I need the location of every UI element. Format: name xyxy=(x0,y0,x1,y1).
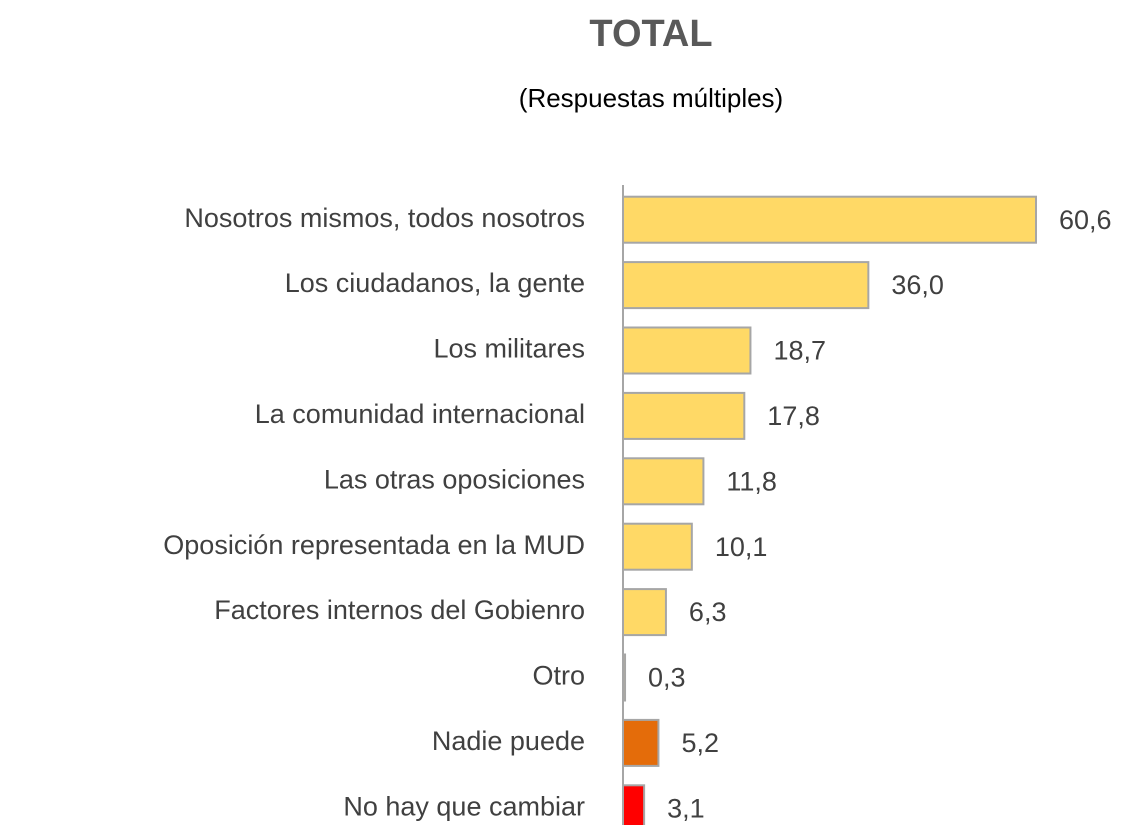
category-label: La comunidad internacional xyxy=(255,399,585,429)
bar xyxy=(622,588,667,637)
category-label: Los ciudadanos, la gente xyxy=(285,268,585,298)
bar xyxy=(622,457,705,506)
bar xyxy=(622,718,660,767)
value-label: 18,7 xyxy=(773,336,826,366)
value-label: 36,0 xyxy=(891,270,944,300)
category-label: Los militares xyxy=(433,334,585,364)
bar xyxy=(622,326,752,375)
bar xyxy=(622,195,1037,244)
value-label: 5,2 xyxy=(681,728,719,758)
value-label: 6,3 xyxy=(689,597,727,627)
category-label: No hay que cambiar xyxy=(343,791,585,821)
bar xyxy=(622,261,870,310)
bar xyxy=(622,653,627,702)
category-label: Nosotros mismos, todos nosotros xyxy=(184,203,585,233)
chart-title: TOTAL xyxy=(589,13,712,55)
category-label: Otro xyxy=(532,661,585,691)
bar xyxy=(622,522,693,571)
category-label: Nadie puede xyxy=(432,726,585,756)
value-label: 3,1 xyxy=(667,793,705,823)
chart-subtitle: (Respuestas múltiples) xyxy=(519,83,783,113)
value-label: 60,6 xyxy=(1059,205,1112,235)
value-label: 11,8 xyxy=(726,466,777,496)
value-label: 0,3 xyxy=(648,663,686,693)
category-label: Factores internos del Gobienro xyxy=(214,595,585,625)
value-label: 17,8 xyxy=(767,401,820,431)
value-label: 10,1 xyxy=(715,532,768,562)
category-label: Las otras oposiciones xyxy=(324,464,585,494)
bar xyxy=(622,784,646,825)
category-label: Oposición representada en la MUD xyxy=(163,530,585,560)
bar xyxy=(622,391,746,440)
